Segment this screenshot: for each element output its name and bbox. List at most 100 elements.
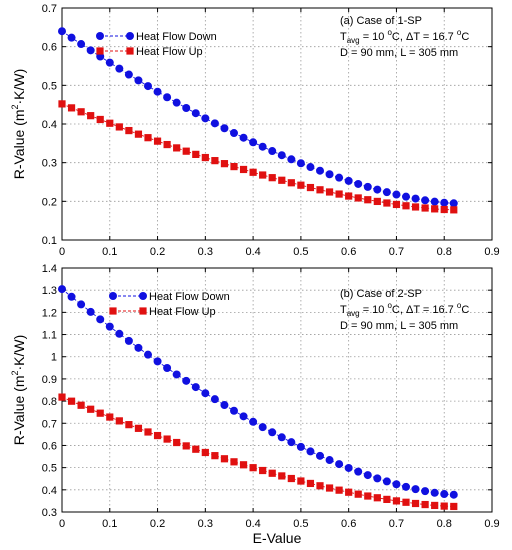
data-point (412, 195, 420, 203)
data-point (402, 499, 409, 506)
legend-label: Heat Flow Down (136, 31, 217, 43)
data-point (106, 120, 113, 127)
y-tick-label: 0.2 (42, 196, 57, 208)
data-point (68, 398, 75, 405)
data-point (211, 119, 219, 127)
annotation-line: Tavg = 10 oC, ΔT = 16.7 oC (340, 301, 469, 318)
data-point (173, 439, 180, 446)
data-point (383, 188, 391, 196)
y-tick-label: 0.9 (42, 374, 57, 386)
data-point (336, 487, 343, 494)
data-point (345, 177, 353, 185)
y-axis-label: R-Value (m2·K/W) (10, 335, 27, 446)
x-tick-label: 0.7 (389, 518, 404, 530)
data-point (269, 174, 276, 181)
data-point (268, 147, 276, 155)
annotation-line: D = 90 mm, L = 305 mm (340, 47, 458, 59)
legend-marker (109, 292, 117, 300)
data-point (278, 177, 285, 184)
data-point (412, 203, 419, 210)
data-point (297, 477, 304, 484)
x-tick-label: 0.9 (484, 246, 499, 258)
y-tick-label: 1.2 (42, 307, 57, 319)
x-tick-label: 0.9 (484, 518, 499, 530)
data-point (250, 169, 257, 176)
y-tick-label: 0.3 (42, 507, 57, 519)
data-point (97, 410, 104, 417)
data-point (306, 447, 314, 455)
x-tick-label: 0.5 (293, 246, 308, 258)
data-point (422, 204, 429, 211)
y-tick-label: 1.4 (42, 263, 57, 275)
data-point (354, 468, 362, 476)
panel-b: 0 0.1 0.2 0.3 0.4 0.5 0.6 0.7 0.8 0.90.30.40.50.6… (10, 263, 500, 530)
data-point (326, 484, 333, 491)
data-point (297, 159, 305, 167)
data-point (220, 401, 228, 409)
data-point (364, 471, 372, 479)
y-tick-label: 1.3 (42, 285, 57, 297)
data-point (134, 76, 142, 84)
data-point (354, 180, 362, 188)
data-point (144, 134, 151, 141)
data-point (230, 129, 238, 137)
data-point (259, 467, 266, 474)
data-point (259, 171, 266, 178)
data-point (393, 497, 400, 504)
x-tick-label: 0.2 (150, 246, 165, 258)
data-point (450, 199, 458, 207)
legend-label: Heat Flow Up (149, 306, 216, 318)
data-point (250, 464, 257, 471)
data-point (364, 183, 372, 191)
data-point (364, 196, 371, 203)
data-point (164, 141, 171, 148)
x-tick-label: 0.5 (293, 518, 308, 530)
data-point (288, 179, 295, 186)
data-point (402, 193, 410, 201)
data-point (106, 59, 114, 67)
data-point (306, 163, 314, 171)
y-tick-label: 0.8 (42, 396, 57, 408)
data-point (307, 184, 314, 191)
data-point (221, 160, 228, 167)
data-point (115, 330, 123, 338)
data-point (316, 452, 324, 460)
data-point (287, 155, 295, 163)
y-tick-label: 0.7 (42, 3, 57, 15)
data-point (68, 34, 76, 42)
data-point (345, 464, 353, 472)
data-point (336, 190, 343, 197)
y-tick-label: 1.1 (42, 330, 57, 342)
data-point (326, 188, 333, 195)
data-point (287, 438, 295, 446)
data-point (421, 487, 429, 495)
data-point (173, 144, 180, 151)
data-point (421, 196, 429, 204)
data-point (288, 475, 295, 482)
x-axis-label: E-Value (253, 530, 302, 546)
data-point (144, 351, 152, 359)
data-point (87, 46, 95, 54)
x-tick-label: 0.6 (341, 518, 356, 530)
data-point (106, 413, 113, 420)
data-point (402, 202, 409, 209)
data-point (278, 472, 285, 479)
data-point (220, 124, 228, 132)
data-point (192, 383, 200, 391)
data-point (383, 496, 390, 503)
data-point (154, 138, 161, 145)
data-point (316, 167, 324, 175)
data-point (393, 201, 400, 208)
data-point (392, 191, 400, 199)
y-tick-label: 0.4 (42, 485, 57, 497)
data-point (230, 458, 237, 465)
data-point (144, 82, 152, 90)
data-point (374, 198, 381, 205)
data-point (68, 293, 76, 301)
data-point (355, 194, 362, 201)
x-tick-label: 0.2 (150, 518, 165, 530)
data-point (335, 174, 343, 182)
data-point (364, 492, 371, 499)
data-point (221, 455, 228, 462)
legend-marker (109, 307, 116, 314)
